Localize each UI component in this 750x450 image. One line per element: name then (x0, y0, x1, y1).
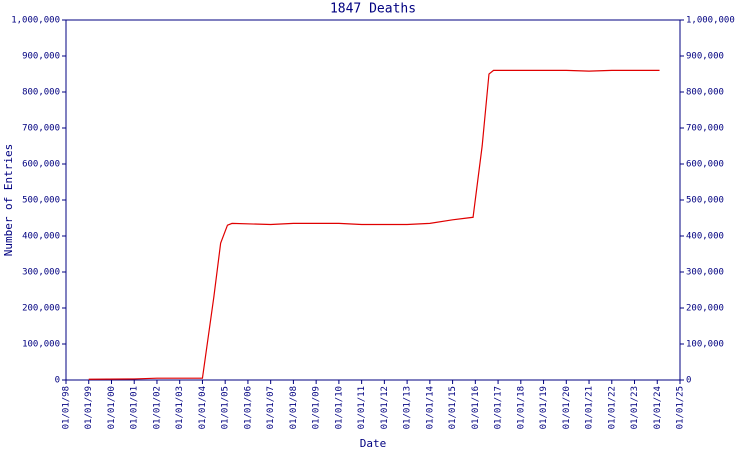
plot-frame (65, 19, 681, 381)
x-tick-label: 01/01/10 (334, 386, 344, 429)
x-tick-label: 01/01/03 (175, 386, 185, 429)
x-tick-label: 01/01/15 (448, 386, 458, 429)
x-tick-label: 01/01/08 (289, 386, 299, 429)
y-tick-label: 0 (55, 376, 60, 386)
x-tick-label: 01/01/16 (471, 386, 481, 429)
y2-tick-label: 700,000 (686, 124, 724, 134)
x-tick-label: 01/01/13 (403, 386, 413, 429)
y-tick-label: 400,000 (22, 232, 60, 242)
y-tick-label: 200,000 (22, 304, 60, 314)
y2-tick-label: 300,000 (686, 268, 724, 278)
y2-tick-label: 1,000,000 (686, 16, 735, 26)
x-tick-label: 01/01/05 (221, 386, 231, 429)
data-line (88, 69, 660, 380)
x-tick-label: 01/01/99 (84, 386, 94, 429)
x-tick-label: 01/01/14 (425, 386, 435, 429)
y2-tick-label: 500,000 (686, 196, 724, 206)
x-tick-label: 01/01/09 (312, 386, 322, 429)
x-axis-title: Date (360, 437, 387, 450)
x-tick-label: 01/01/00 (107, 386, 117, 429)
chart-title: 1847 Deaths (330, 2, 416, 17)
y-axis-title: Number of Entries (2, 144, 15, 257)
x-tick-label: 01/01/07 (266, 386, 276, 429)
x-tick-label: 01/01/18 (516, 386, 526, 429)
y-tick-label: 900,000 (22, 52, 60, 62)
y2-tick-label: 0 (686, 376, 691, 386)
x-tick-label: 01/01/17 (494, 386, 504, 429)
x-tick-label: 01/01/01 (130, 386, 140, 429)
x-tick-label: 01/01/20 (562, 386, 572, 429)
x-tick-label: 01/01/24 (653, 386, 663, 429)
x-tick-label: 01/01/12 (380, 386, 390, 429)
x-tick-label: 01/01/21 (585, 386, 595, 429)
y2-tick-label: 800,000 (686, 88, 724, 98)
x-tick-label: 01/01/23 (630, 386, 640, 429)
y-tick-label: 1,000,000 (11, 16, 60, 26)
y-tick-label: 300,000 (22, 268, 60, 278)
y-tick-label: 500,000 (22, 196, 60, 206)
y-tick-label: 600,000 (22, 160, 60, 170)
x-tick-label: 01/01/98 (62, 386, 72, 429)
y-tick-label: 800,000 (22, 88, 60, 98)
y2-tick-label: 600,000 (686, 160, 724, 170)
x-tick-label: 01/01/06 (243, 386, 253, 429)
y2-tick-label: 200,000 (686, 304, 724, 314)
y2-tick-label: 400,000 (686, 232, 724, 242)
y2-tick-label: 100,000 (686, 340, 724, 350)
x-tick-label: 01/01/19 (539, 386, 549, 429)
y-tick-label: 100,000 (22, 340, 60, 350)
y2-tick-label: 900,000 (686, 52, 724, 62)
x-tick-label: 01/01/04 (198, 386, 208, 429)
x-tick-label: 01/01/11 (357, 386, 367, 429)
x-tick-label: 01/01/25 (676, 386, 686, 429)
y-tick-label: 700,000 (22, 124, 60, 134)
x-tick-label: 01/01/02 (152, 386, 162, 429)
x-tick-label: 01/01/22 (607, 386, 617, 429)
